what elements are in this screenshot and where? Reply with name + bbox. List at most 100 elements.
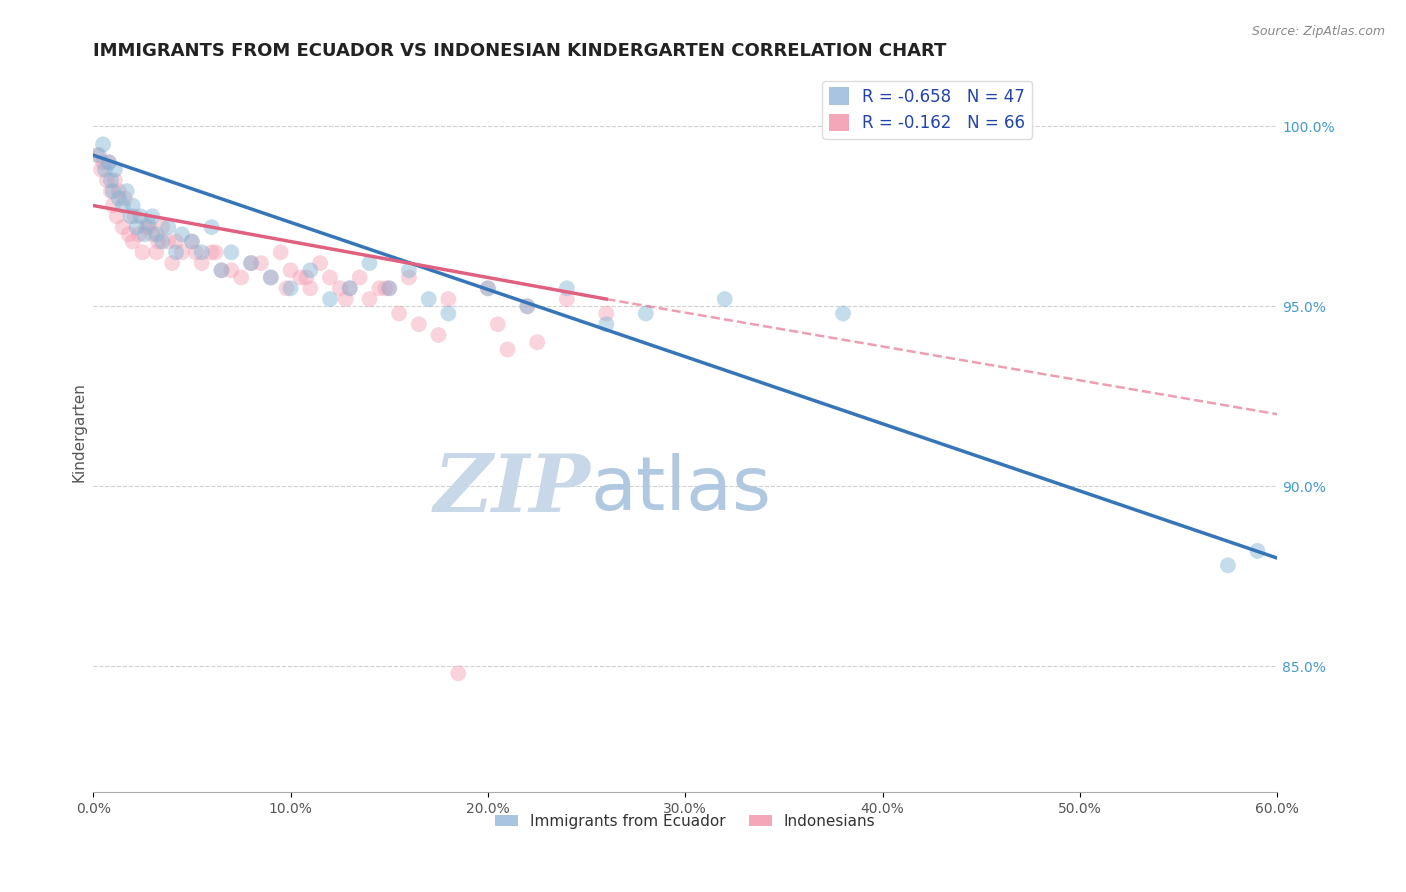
Point	[101, 198, 124, 212]
Point	[108, 184, 131, 198]
Point	[120, 210, 142, 224]
Point	[339, 281, 361, 295]
Point	[115, 184, 138, 198]
Point	[250, 256, 273, 270]
Point	[138, 220, 160, 235]
Point	[832, 306, 855, 320]
Point	[295, 270, 318, 285]
Point	[121, 198, 143, 212]
Point	[516, 299, 538, 313]
Point	[98, 155, 121, 169]
Point	[104, 173, 127, 187]
Point	[204, 245, 226, 260]
Point	[160, 256, 183, 270]
Point	[105, 210, 128, 224]
Point	[378, 281, 401, 295]
Point	[118, 227, 141, 242]
Point	[368, 281, 391, 295]
Point	[408, 318, 430, 332]
Point	[240, 256, 263, 270]
Point	[157, 235, 180, 249]
Point	[477, 281, 499, 295]
Point	[100, 173, 122, 187]
Point	[100, 184, 122, 198]
Point	[299, 263, 322, 277]
Point	[135, 220, 157, 235]
Point	[184, 245, 207, 260]
Point	[374, 281, 396, 295]
Point	[418, 292, 440, 306]
Point	[231, 270, 253, 285]
Point	[335, 292, 357, 306]
Point	[91, 137, 114, 152]
Point	[150, 235, 173, 249]
Point	[270, 245, 292, 260]
Text: atlas: atlas	[591, 453, 772, 526]
Point	[309, 256, 332, 270]
Point	[150, 220, 173, 235]
Point	[165, 235, 187, 249]
Y-axis label: Kindergarten: Kindergarten	[72, 383, 86, 483]
Point	[634, 306, 657, 320]
Point	[165, 245, 187, 260]
Point	[200, 245, 222, 260]
Point	[141, 210, 163, 224]
Point	[260, 270, 283, 285]
Point	[114, 191, 136, 205]
Point	[111, 220, 134, 235]
Point	[378, 281, 401, 295]
Point	[138, 217, 160, 231]
Point	[128, 227, 150, 242]
Point	[526, 335, 548, 350]
Point	[145, 227, 167, 242]
Point	[190, 256, 212, 270]
Point	[240, 256, 263, 270]
Point	[595, 306, 617, 320]
Point	[131, 245, 153, 260]
Point	[280, 263, 302, 277]
Point	[713, 292, 735, 306]
Point	[111, 198, 134, 212]
Point	[555, 281, 578, 295]
Point	[121, 235, 143, 249]
Point	[96, 173, 118, 187]
Point	[134, 227, 156, 242]
Point	[170, 245, 193, 260]
Point	[555, 292, 578, 306]
Text: IMMIGRANTS FROM ECUADOR VS INDONESIAN KINDERGARTEN CORRELATION CHART: IMMIGRANTS FROM ECUADOR VS INDONESIAN KI…	[93, 42, 946, 60]
Point	[516, 299, 538, 313]
Point	[170, 227, 193, 242]
Point	[157, 220, 180, 235]
Point	[1216, 558, 1239, 573]
Point	[211, 263, 233, 277]
Point	[101, 184, 124, 198]
Point	[359, 292, 381, 306]
Point	[276, 281, 298, 295]
Point	[108, 191, 131, 205]
Point	[359, 256, 381, 270]
Point	[486, 318, 509, 332]
Point	[339, 281, 361, 295]
Point	[91, 155, 114, 169]
Point	[427, 328, 450, 343]
Point	[329, 281, 352, 295]
Point	[319, 292, 342, 306]
Point	[180, 235, 202, 249]
Text: Source: ZipAtlas.com: Source: ZipAtlas.com	[1251, 25, 1385, 38]
Point	[496, 343, 519, 357]
Point	[260, 270, 283, 285]
Point	[299, 281, 322, 295]
Point	[90, 162, 112, 177]
Point	[447, 666, 470, 681]
Point	[145, 245, 167, 260]
Point	[104, 162, 127, 177]
Point	[211, 263, 233, 277]
Point	[437, 292, 460, 306]
Point	[398, 263, 420, 277]
Point	[86, 148, 108, 162]
Point	[200, 220, 222, 235]
Point	[87, 148, 110, 162]
Point	[1246, 544, 1268, 558]
Point	[148, 235, 170, 249]
Point	[398, 270, 420, 285]
